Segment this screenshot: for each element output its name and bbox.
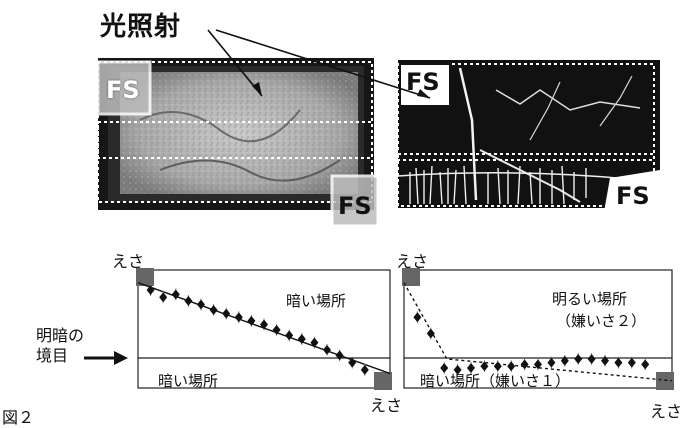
data-point: [627, 357, 636, 368]
data-point: [323, 344, 331, 355]
feed-square-start: [402, 268, 420, 286]
right-plot: [402, 268, 674, 390]
data-point: [234, 312, 243, 323]
data-point: [413, 312, 422, 323]
data-point: [310, 337, 319, 348]
data-point: [247, 315, 256, 326]
data-point: [297, 333, 306, 344]
left-plot-feed-end: えさ: [370, 396, 403, 415]
data-point: [209, 304, 218, 315]
data-point: [285, 330, 294, 341]
data-point: [453, 364, 462, 375]
data-point: [426, 328, 435, 339]
boundary-label-line1: 明暗の: [36, 326, 85, 345]
fs-label-right-top: FS: [406, 68, 440, 96]
right-plot-feed-start: えさ: [396, 252, 429, 271]
data-point: [348, 357, 357, 368]
feed-square-end: [656, 372, 674, 390]
data-point: [520, 359, 529, 370]
data-point: [222, 308, 231, 319]
fs-label-right-bottom: FS: [616, 182, 650, 210]
data-point: [547, 357, 556, 368]
right-plot-upper-region-sub: （嫌いさ２）: [556, 312, 647, 330]
fs-label-left-top: FS: [106, 76, 140, 104]
data-point: [534, 359, 542, 370]
left-plot-upper-region: 暗い場所: [286, 292, 347, 310]
data-point: [493, 361, 502, 372]
data-point: [335, 350, 344, 361]
right-plot-upper-region: 明るい場所: [552, 290, 628, 308]
data-point: [197, 299, 205, 310]
data-point: [480, 361, 489, 372]
data-point: [601, 355, 609, 366]
right-photo: [397, 60, 660, 212]
left-plot-lower-region: 暗い場所: [158, 372, 219, 390]
fs-label-left-bottom: FS: [338, 192, 372, 220]
boundary-label: 明暗の 境目: [36, 326, 84, 366]
boundary-label-line2: 境目: [36, 346, 69, 365]
figure-caption: 図２: [2, 408, 35, 427]
data-point: [574, 353, 583, 364]
data-point: [184, 295, 193, 306]
boundary-arrow: [84, 351, 128, 365]
data-point: [641, 359, 650, 370]
data-point: [360, 364, 369, 375]
data-point: [560, 355, 569, 366]
data-point: [146, 284, 155, 295]
data-point: [260, 319, 268, 330]
feed-square-end: [374, 372, 392, 390]
data-point: [614, 357, 623, 368]
data-point: [171, 289, 180, 300]
right-plot-feed-end: えさ: [650, 402, 683, 421]
data-point: [440, 363, 449, 374]
data-point: [159, 292, 168, 303]
right-plot-lower-region: 暗い場所（嫌いさ１）: [420, 372, 571, 390]
feed-square-start: [136, 268, 154, 286]
title-arrows: [207, 29, 431, 99]
data-point: [272, 324, 281, 335]
left-plot-feed-start: えさ: [112, 252, 145, 271]
data-point: [467, 363, 475, 374]
left-photo: [96, 58, 380, 228]
left-plot: [136, 268, 392, 390]
figure-title: 光照射: [100, 12, 182, 42]
data-point: [507, 361, 516, 372]
data-point: [587, 353, 596, 364]
